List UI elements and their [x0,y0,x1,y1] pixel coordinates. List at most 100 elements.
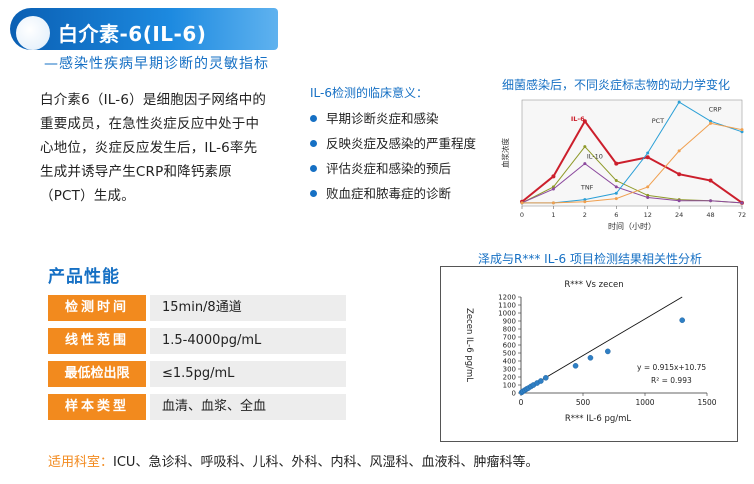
series-point-tnf [646,196,650,200]
y-tick-label: 500 [503,350,516,358]
series-point-pct [740,130,744,134]
perf-row-time: 检测时间 15min/8通道 [48,295,346,321]
series-label-il-6: IL-6 [571,115,585,123]
y-axis-label: 血浆浓度 [500,138,510,168]
fit-equation: y = 0.915x+10.75 [637,363,706,372]
series-label-crp: CRP [709,105,722,113]
series-point-il-6 [551,174,556,179]
perf-label: 最低检出限 [48,361,146,387]
series-point-il-6 [614,161,619,166]
description-text: 白介素6（IL-6）是细胞因子网络中的重要成员，在急性炎症反应中处于中心地位，炎… [40,92,267,204]
perf-value: 15min/8通道 [150,295,346,321]
page-title: 白介素-6(IL-6) [58,22,207,46]
y-tick-label: 1100 [498,302,516,310]
scatter-point [679,317,685,324]
x-tick-label: 48 [706,211,714,219]
series-point-il-6 [708,178,713,183]
perf-label: 线性范围 [48,328,146,354]
series-point-crp [583,200,587,204]
correlation-chart: R*** Vs zecen010020030040050060070080090… [464,280,717,424]
series-point-tnf [614,185,618,189]
perf-value: 血清、血浆、全血 [150,394,346,420]
x-tick-label: 1 [551,211,555,219]
perf-row-range: 线性范围 1.5-4000pg/mL [48,328,346,354]
scatter-point [587,355,594,361]
perf-value: 1.5-4000pg/mL [150,328,346,354]
plot-area [521,99,743,207]
y-tick-label: 600 [503,342,516,350]
series-point-tnf [709,199,713,203]
x-tick-label: 1500 [697,398,716,407]
y-tick-label: 1000 [498,310,516,318]
y-tick-label: 900 [503,318,516,326]
x-axis-label: R*** IL-6 pg/mL [565,414,632,424]
perf-row-sample: 样本类型 血清、血浆、全血 [48,394,346,420]
clinical-item: 早期诊断炎症和感染 [310,106,476,131]
series-point-pct [677,100,681,104]
x-tick-label: 500 [576,398,591,407]
chart-title: R*** Vs zecen [564,280,623,290]
y-axis-label: Zecen IL-6 pg/mL [464,308,474,382]
x-axis-label: 时间（小时） [608,221,656,231]
bullet-icon [310,140,317,147]
series-point-tnf [740,201,744,205]
series-point-crp [646,185,650,189]
series-point-crp [520,201,524,205]
series-point-crp [614,197,618,201]
series-point-pct [614,191,618,195]
kinetics-chart-title: 细菌感染后，不同炎症标志物的动力学变化 [502,78,731,92]
x-tick-label: 1000 [635,398,654,407]
x-tick-label: 12 [644,211,652,219]
scatter-point [604,348,611,355]
series-point-tnf [551,187,555,191]
y-tick-label: 100 [503,382,516,390]
applicable-label: 适用科室： [48,455,114,470]
y-tick-label: 200 [503,374,516,382]
scatter-point [572,363,579,369]
perf-row-lod: 最低检出限 ≤1.5pg/mL [48,361,346,387]
x-tick-label: 2 [583,211,587,219]
perf-label: 样本类型 [48,394,146,420]
y-tick-label: 1200 [498,294,516,302]
y-tick-label: 300 [503,366,516,374]
series-point-crp [551,201,555,205]
series-point-tnf [677,199,681,203]
correlation-chart-frame: R*** Vs zecen 0 100 200 300 400 500 600 700 800 90… [440,266,738,442]
series-point-crp [709,121,713,125]
bullet-icon [310,165,317,172]
series-point-il-6 [582,119,587,124]
x-tick-label: 0 [520,211,524,219]
x-tick-label: 0 [519,398,524,407]
title-circle-icon [16,16,50,50]
clinical-title: IL-6检测的临床意义： [310,86,428,100]
scatter-point [538,378,544,384]
series-point-il-10 [646,193,650,197]
y-tick-label: 800 [503,326,516,334]
series-point-crp [740,128,744,132]
y-tick-label: 0 [512,390,516,398]
correlation-heading: 泽成与R*** IL-6 项目检测结果相关性分析 [478,252,702,266]
scatter-point [543,375,549,381]
page-subtitle: —感染性疾病早期诊断的灵敏指标 [44,56,269,72]
series-point-il-6 [645,155,650,160]
x-tick-label: 6 [614,211,618,219]
y-tick-label: 700 [503,334,516,342]
x-tick-label: 72 [738,211,746,219]
series-label-il-10: IL-10 [587,153,603,161]
performance-title: 产品性能 [48,267,120,287]
series-point-pct [709,119,713,123]
series-point-il-6 [677,172,682,177]
clinical-item: 反映炎症及感染的严重程度 [310,131,476,156]
series-label-pct: PCT [652,117,664,125]
series-point-il-10 [551,185,555,189]
title-bar: 白介素-6(IL-6) [10,8,278,50]
series-point-pct [646,151,650,155]
clinical-item: 评估炎症和感染的预后 [310,156,476,181]
series-point-il-10 [614,179,618,183]
perf-value: ≤1.5pg/mL [150,361,346,387]
series-line-crp [522,122,743,204]
series-point-pct [583,198,587,202]
x-tick-label: 24 [675,211,683,219]
applicable-text: ICU、急诊科、呼吸科、儿科、外科、内科、风湿科、血液科、肿瘤科等。 [113,455,539,470]
